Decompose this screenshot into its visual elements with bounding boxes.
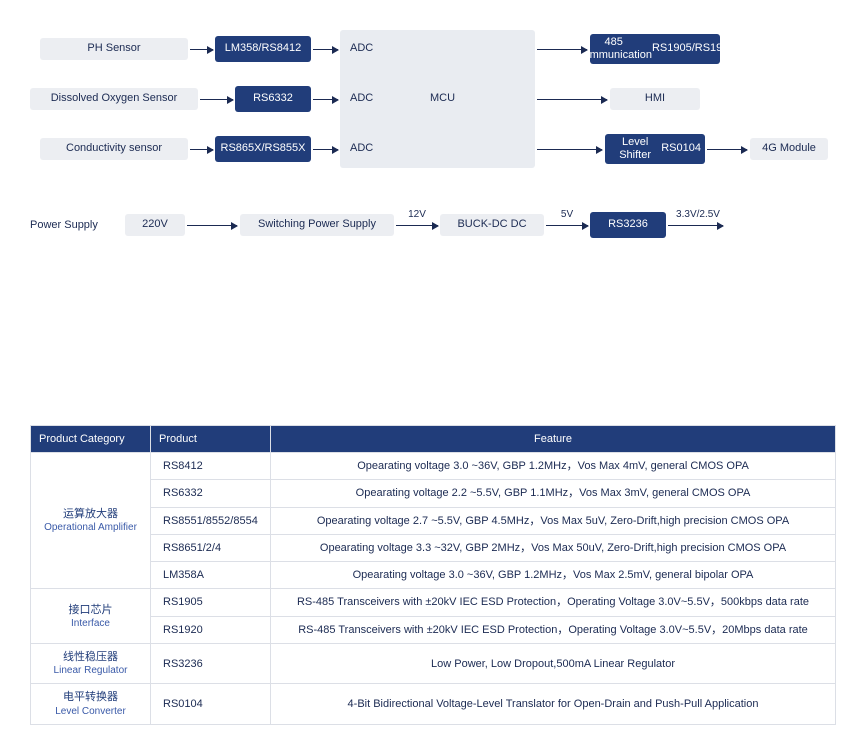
adc-label-2: ADC [350,142,373,154]
category-cell: 运算放大器Operational Amplifier [31,453,151,589]
feature-cell: Opearating voltage 3.0 ~36V, GBP 1.2MHz，… [271,562,836,589]
table-header-row: Product Category Product Feature [31,426,836,453]
arrow-4 [313,99,338,100]
arrow-label-11: 12V [408,209,426,220]
feature-cell: Low Power, Low Dropout,500mA Linear Regu… [271,644,836,684]
feature-cell: RS-485 Transceivers with ±20kV IEC ESD P… [271,589,836,616]
node-sps: Switching Power Supply [240,214,394,236]
header-feature: Feature [271,426,836,453]
table-row: RS1920RS-485 Transceivers with ±20kV IEC… [31,616,836,643]
node-v220: 220V [125,214,185,236]
feature-cell: 4-Bit Bidirectional Voltage-Level Transl… [271,684,836,724]
feature-cell: Opearating voltage 3.0 ~36V, GBP 1.2MHz，… [271,453,836,480]
header-category: Product Category [31,426,151,453]
arrow-10 [187,225,237,226]
node-hmi: HMI [610,88,700,110]
header-product: Product [151,426,271,453]
product-cell: RS0104 [151,684,271,724]
node-rs6332: RS6332 [235,86,311,112]
adc-label-0: ADC [350,42,373,54]
block-diagram: PH Sensor Dissolved Oxygen Sensor Conducti… [30,30,840,240]
feature-cell: Opearating voltage 2.7 ~5.5V, GBP 4.5MHz… [271,507,836,534]
arrow-7 [537,99,607,100]
node-comm485: 485 CommunicationRS1905/RS1920 [590,34,720,64]
product-cell: RS1920 [151,616,271,643]
category-en: Interface [39,617,142,630]
arrow-3 [313,49,338,50]
arrow-9 [707,149,747,150]
node-rs865x: RS865X/RS855X [215,136,311,162]
arrow-13 [668,225,723,226]
table-row: 运算放大器Operational AmplifierRS8412Opearati… [31,453,836,480]
table-row: 电平转换器Level ConverterRS01044-Bit Bidirect… [31,684,836,724]
category-en: Linear Regulator [39,664,142,677]
category-cell: 线性稳压器Linear Regulator [31,644,151,684]
arrow-5 [313,149,338,150]
node-levelsh: Level ShifterRS0104 [605,134,705,164]
arrow-6 [537,49,587,50]
node-dosensor: Dissolved Oxygen Sensor [30,88,198,110]
product-cell: LM358A [151,562,271,589]
arrow-label-13: 3.3V/2.5V [676,209,720,220]
category-cell: 电平转换器Level Converter [31,684,151,724]
table-row: 线性稳压器Linear RegulatorRS3236Low Power, Lo… [31,644,836,684]
arrow-8 [537,149,602,150]
node-lm358: LM358/RS8412 [215,36,311,62]
arrow-1 [200,99,233,100]
product-table: Product Category Product Feature 运算放大器Op… [30,425,836,725]
table-row: LM358AOpearating voltage 3.0 ~36V, GBP 1… [31,562,836,589]
arrow-12 [546,225,588,226]
arrow-2 [190,149,213,150]
table-row: RS8551/8552/8554Opearating voltage 2.7 ~… [31,507,836,534]
category-cn: 接口芯片 [39,603,142,617]
adc-label-1: ADC [350,92,373,104]
product-cell: RS8651/2/4 [151,534,271,561]
feature-cell: Opearating voltage 3.3 ~32V, GBP 2MHz，Vo… [271,534,836,561]
product-cell: RS1905 [151,589,271,616]
table-row: RS8651/2/4Opearating voltage 3.3 ~32V, G… [31,534,836,561]
arrow-0 [190,49,213,50]
power-supply-label: Power Supply [30,219,98,231]
product-cell: RS8412 [151,453,271,480]
node-buck: BUCK-DC DC [440,214,544,236]
category-cn: 运算放大器 [39,507,142,521]
category-cn: 线性稳压器 [39,650,142,664]
product-cell: RS3236 [151,644,271,684]
feature-cell: Opearating voltage 2.2 ~5.5V, GBP 1.1MHz… [271,480,836,507]
table-row: 接口芯片InterfaceRS1905RS-485 Transceivers w… [31,589,836,616]
node-condsensor: Conductivity sensor [40,138,188,160]
category-cn: 电平转换器 [39,690,142,704]
feature-cell: RS-485 Transceivers with ±20kV IEC ESD P… [271,616,836,643]
category-en: Level Converter [39,705,142,718]
table-row: RS6332Opearating voltage 2.2 ~5.5V, GBP … [31,480,836,507]
category-en: Operational Amplifier [39,521,142,534]
product-cell: RS8551/8552/8554 [151,507,271,534]
arrow-label-12: 5V [561,209,573,220]
node-phsensor: PH Sensor [40,38,188,60]
mcu-label: MCU [430,92,455,104]
arrow-11 [396,225,438,226]
product-cell: RS6332 [151,480,271,507]
node-4gmod: 4G Module [750,138,828,160]
category-cell: 接口芯片Interface [31,589,151,644]
node-rs3236: RS3236 [590,212,666,238]
